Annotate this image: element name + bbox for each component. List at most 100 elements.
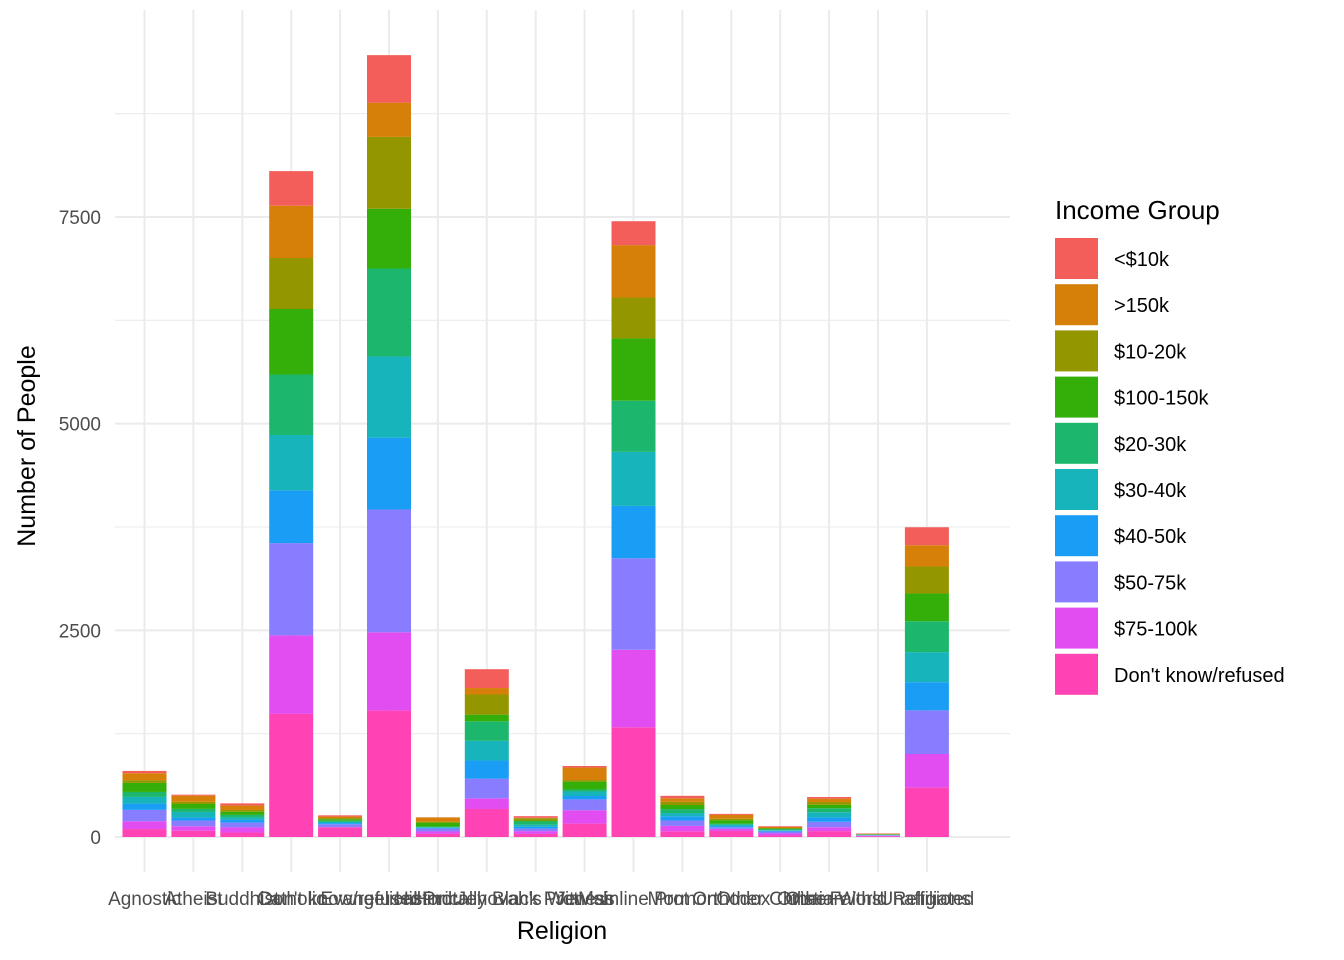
bar-segment	[513, 833, 558, 837]
bar-segment	[367, 136, 411, 209]
bar-segment	[318, 827, 363, 837]
bar-segment	[171, 826, 216, 831]
bar-segment	[709, 823, 754, 825]
bar-segment	[464, 808, 509, 837]
x-tick-label: Mormon	[648, 889, 718, 910]
legend-swatch	[1055, 653, 1098, 695]
bar-segment	[660, 798, 705, 802]
bar-segment	[220, 832, 265, 837]
bar-segment	[367, 632, 411, 711]
bar-segment	[122, 803, 167, 810]
bar-segment	[122, 782, 167, 792]
grid-lines	[115, 10, 1010, 872]
bar-segment	[171, 795, 216, 802]
legend-label: $40-50k	[1114, 526, 1187, 548]
bar-segment	[758, 831, 803, 834]
bar-segment	[611, 338, 656, 401]
bar-segment	[709, 814, 754, 819]
bar-segment	[709, 818, 754, 821]
legend-label: $30-40k	[1114, 480, 1187, 502]
bar-segment	[807, 798, 852, 803]
bar-segment	[220, 817, 265, 820]
bar-segment	[660, 809, 705, 814]
bar-segment	[171, 820, 216, 827]
bar-segment	[367, 102, 411, 137]
legend-label: $50-75k	[1114, 572, 1187, 594]
bar-segment	[464, 798, 509, 809]
bar-segment	[220, 827, 265, 833]
bar-segment	[807, 808, 852, 813]
x-tick-label: Hindu	[413, 889, 463, 910]
bar-segment	[611, 221, 656, 246]
bar-segment	[562, 781, 607, 790]
bar-segment	[904, 593, 949, 622]
bar-segment	[464, 694, 509, 715]
bar-segment	[758, 829, 803, 831]
bar-segment	[171, 808, 216, 812]
bar-segment	[415, 833, 460, 837]
bar-segment	[611, 297, 656, 339]
legend-title: Income Group	[1055, 195, 1220, 225]
x-tick-label: Jewish	[556, 889, 614, 910]
bar-segment	[709, 827, 754, 829]
bar-segment	[513, 824, 558, 827]
bar-segment	[122, 773, 167, 781]
legend-label: $10-20k	[1114, 341, 1187, 363]
bar-segment	[758, 835, 803, 837]
bar-segment	[464, 778, 509, 799]
bar-segment	[709, 828, 754, 831]
bar-segment	[367, 208, 411, 269]
bar-segment	[904, 754, 949, 788]
x-tick-label: Other World Religions	[785, 889, 971, 910]
bar-segment	[513, 820, 558, 822]
bar-segment	[904, 710, 949, 755]
bar-segment	[758, 830, 803, 831]
bar-segment	[513, 816, 558, 818]
bar-segment	[660, 831, 705, 837]
legend-swatch	[1055, 469, 1098, 510]
bar-segment	[367, 509, 411, 633]
legend-swatch	[1055, 238, 1098, 279]
bar-segment	[171, 830, 216, 837]
x-tick-label: Other Christian	[716, 889, 844, 910]
bar-segment	[807, 827, 852, 832]
bar-segment	[269, 713, 314, 837]
bar-segment	[269, 258, 314, 310]
bar-segment	[122, 791, 167, 797]
bar-segment	[807, 831, 852, 837]
bar-segment	[415, 821, 460, 823]
bar-segment	[122, 780, 167, 783]
bar-segment	[220, 822, 265, 828]
bar-segment	[220, 814, 265, 818]
bar-segment	[807, 812, 852, 818]
bar-segment	[171, 817, 216, 821]
bar-segment	[709, 820, 754, 824]
bar-segment	[171, 794, 216, 796]
legend-swatch	[1055, 284, 1098, 326]
bar-segment	[562, 765, 607, 768]
legend-label: $100-150k	[1114, 388, 1210, 410]
bar-segment	[758, 826, 803, 827]
bar-segment	[367, 356, 411, 438]
bar-segment	[904, 652, 949, 683]
bar-segment	[415, 831, 460, 834]
bar-segment	[269, 635, 314, 714]
bar-segment	[513, 821, 558, 825]
bar-segment	[904, 527, 949, 546]
bar-segment	[758, 833, 803, 836]
x-tick-label: Agnostic	[108, 889, 181, 910]
bar-segment	[513, 818, 558, 821]
bar-segment	[856, 835, 900, 837]
bar-segment	[758, 826, 803, 828]
bar-segment	[807, 802, 852, 805]
bar-segment	[709, 824, 754, 827]
bar-segment	[709, 830, 754, 837]
bar-segment	[122, 809, 167, 822]
bar-segment	[171, 801, 216, 805]
y-tick-label: 5000	[59, 415, 101, 436]
bar-segment	[562, 789, 607, 792]
legend-label: Don't know/refused	[1114, 665, 1285, 687]
bar-segment	[807, 817, 852, 822]
bar-segment	[660, 795, 705, 799]
bar-segment	[318, 815, 363, 817]
